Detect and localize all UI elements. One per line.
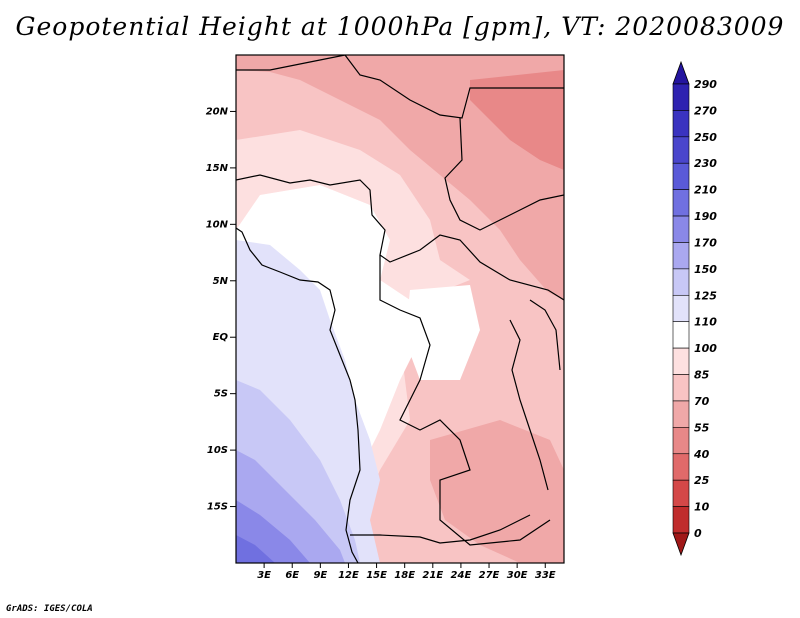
- colorbar-label: 290: [694, 78, 717, 91]
- x-tick-label: 6E: [285, 570, 299, 581]
- colorbar-segment: [672, 242, 690, 270]
- x-tick-label: 30E: [507, 570, 528, 581]
- field-region-high-southeast: [430, 420, 564, 563]
- y-tick-label: 10S: [207, 445, 228, 456]
- colorbar-label: 85: [694, 369, 710, 382]
- x-tick-label: 3E: [257, 570, 271, 581]
- field-region-high-north: [236, 55, 564, 300]
- colorbar-segment: [672, 374, 690, 402]
- field-region-very-high-ne: [470, 70, 564, 170]
- colorbar-label: 150: [694, 263, 717, 276]
- southern-border: [350, 514, 531, 544]
- colorbar-label: 230: [694, 157, 717, 170]
- colorbar-segment: [672, 400, 690, 428]
- colorbar-segment: [672, 60, 690, 85]
- colorbar-segment: [672, 479, 690, 507]
- colorbar-segment: [672, 110, 690, 138]
- coastlines-borders: [236, 55, 564, 563]
- colorbar-segment: [672, 347, 690, 375]
- y-tick-label: 15S: [207, 502, 228, 513]
- colorbar-segment: [672, 189, 690, 217]
- colorbar-label: 0: [694, 527, 702, 540]
- x-tick-label: 12E: [338, 570, 359, 581]
- colorbar-segment: [672, 294, 690, 323]
- colorbar-segment: [672, 162, 690, 190]
- colorbar-segment: [672, 268, 690, 296]
- x-tick-label: 33E: [535, 570, 556, 581]
- y-tick-label: 10N: [206, 219, 229, 230]
- east-africa-lakes: [509, 299, 561, 491]
- colorbar-label: 40: [693, 448, 710, 461]
- y-tick-label: 5S: [214, 389, 228, 400]
- colorbar-segment: [672, 427, 690, 455]
- colorbar-label: 270: [694, 104, 717, 117]
- colorbar-label: 125: [694, 289, 717, 302]
- field-region-neutral-east: [405, 285, 480, 380]
- x-tick-label: 18E: [394, 570, 415, 581]
- west-africa-coast: [236, 227, 361, 563]
- colorbar-label: 170: [694, 236, 717, 249]
- colorbar-segment: [672, 215, 690, 243]
- colorbar-segment: [672, 532, 690, 557]
- x-axis: 3E 6E 9E 12E 15E 18E 21E 24E 27E 30E 33E: [257, 563, 556, 581]
- colorbar-segment: [672, 453, 690, 481]
- sahel-border: [236, 174, 564, 301]
- colorbar-label: 110: [694, 316, 717, 329]
- northern-borders: [236, 55, 564, 119]
- y-tick-label: 5N: [213, 276, 229, 287]
- colorbar-segment: [672, 506, 690, 534]
- x-tick-label: 24E: [451, 570, 472, 581]
- colorbar-label: 190: [694, 210, 717, 223]
- y-axis: 20N 15N 10N 5N EQ 5S 10S 15S: [206, 106, 236, 513]
- x-tick-label: 21E: [422, 570, 443, 581]
- colorbar: 2902702502302101901701501251101008570554…: [672, 60, 717, 557]
- x-tick-label: 15E: [366, 570, 387, 581]
- x-tick-label: 27E: [479, 570, 500, 581]
- x-tick-label: 9E: [313, 570, 327, 581]
- colorbar-label: 10: [694, 501, 710, 514]
- colorbar-label: 55: [694, 421, 710, 434]
- y-tick-label: 20N: [206, 106, 229, 117]
- colorbar-label: 100: [694, 342, 717, 355]
- y-tick-label: EQ: [213, 332, 229, 343]
- upper-east-border: [444, 117, 564, 231]
- colorbar-label: 210: [694, 184, 717, 197]
- chart-title: Geopotential Height at 1000hPa [gpm], VT…: [15, 12, 785, 41]
- grads-credit: GrADS: IGES/COLA: [6, 604, 93, 614]
- colorbar-segment: [672, 321, 690, 349]
- colorbar-label: 250: [694, 131, 717, 144]
- field-region-ocean-5: [236, 535, 275, 563]
- y-tick-label: 15N: [206, 163, 229, 174]
- colorbar-label: 25: [694, 474, 710, 487]
- colorbar-segment: [672, 83, 690, 111]
- geopotential-field: [236, 55, 564, 563]
- colorbar-label: 70: [694, 395, 710, 408]
- map-frame: [235, 54, 565, 564]
- central-borders: [379, 255, 551, 546]
- colorbar-segment: [672, 136, 690, 164]
